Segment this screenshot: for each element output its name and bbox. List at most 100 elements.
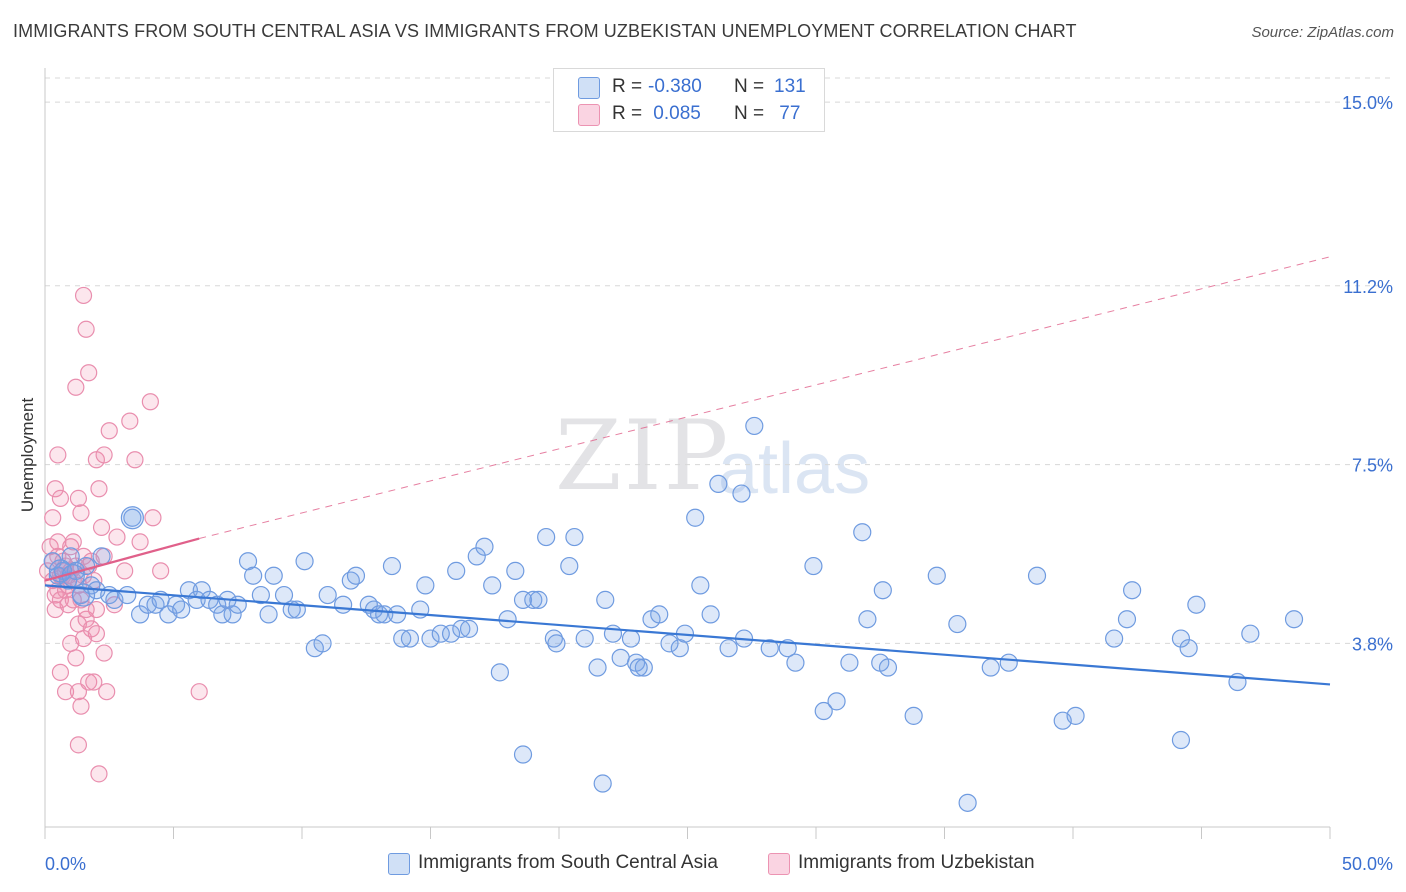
point-uzbekistan <box>49 533 67 551</box>
point-uzbekistan <box>141 393 159 411</box>
point-south-central-asia <box>1027 566 1047 585</box>
point-south-central-asia <box>123 508 142 527</box>
point-south-central-asia <box>760 639 779 658</box>
point-uzbekistan <box>51 489 70 508</box>
point-south-central-asia <box>341 571 360 590</box>
point-uzbekistan <box>126 451 144 469</box>
point-south-central-asia <box>732 484 751 503</box>
point-uzbekistan <box>46 480 64 498</box>
trend-line-south-central-asia <box>44 584 1331 686</box>
legend-r-label: R = <box>612 103 648 124</box>
point-south-central-asia <box>827 692 846 711</box>
point-south-central-asia <box>1171 629 1191 648</box>
point-uzbekistan <box>44 509 62 527</box>
point-south-central-asia <box>346 566 366 585</box>
point-south-central-asia <box>853 523 872 542</box>
point-uzbekistan <box>95 446 113 464</box>
point-uzbekistan <box>152 562 170 580</box>
point-south-central-asia <box>447 561 466 580</box>
point-south-central-asia <box>1187 595 1206 614</box>
point-uzbekistan <box>121 412 139 430</box>
point-south-central-asia <box>537 527 556 547</box>
point-south-central-asia <box>948 614 967 634</box>
y-tick-label: 15.0% <box>1342 93 1393 113</box>
point-uzbekistan <box>72 504 90 522</box>
point-uzbekistan <box>131 533 149 551</box>
point-south-central-asia <box>387 605 407 624</box>
point-uzbekistan <box>69 736 88 754</box>
point-south-central-asia <box>1105 629 1124 648</box>
bottom-legend-label-pink: Immigrants from Uzbekistan <box>798 852 1035 873</box>
point-south-central-asia <box>981 658 1000 677</box>
legend-n-value: 77 <box>774 103 801 124</box>
point-south-central-asia <box>1171 730 1191 750</box>
x-tick-label-max: 50.0% <box>1342 854 1393 874</box>
point-uzbekistan <box>74 629 93 648</box>
trend-lines <box>44 256 1331 686</box>
y-tick-label: 11.2% <box>1343 277 1393 297</box>
point-south-central-asia <box>192 581 211 600</box>
point-south-central-asia <box>1284 610 1304 629</box>
point-south-central-asia <box>130 605 150 624</box>
point-uzbekistan <box>49 446 67 464</box>
point-south-central-asia <box>92 547 111 566</box>
point-south-central-asia-cluster <box>48 559 73 583</box>
point-south-central-asia <box>1179 639 1198 658</box>
point-uzbekistan <box>67 649 85 667</box>
point-uzbekistan <box>92 518 111 537</box>
point-south-central-asia <box>213 605 232 624</box>
point-south-central-asia <box>634 658 653 677</box>
legend-n-value: 131 <box>774 76 806 97</box>
point-south-central-asia <box>999 653 1018 672</box>
point-south-central-asia <box>334 595 353 614</box>
series-uzbekistan-points <box>38 286 208 783</box>
point-south-central-asia <box>745 416 764 436</box>
point-south-central-asia <box>691 576 710 595</box>
axes <box>44 68 1331 839</box>
point-south-central-asia <box>498 610 517 629</box>
point-uzbekistan <box>56 683 75 701</box>
point-south-central-asia <box>686 508 705 527</box>
point-south-central-asia <box>295 552 314 571</box>
point-south-central-asia <box>786 653 805 672</box>
point-south-central-asia <box>382 556 402 576</box>
point-south-central-asia <box>611 648 630 667</box>
point-south-central-asia <box>441 624 461 643</box>
point-south-central-asia <box>840 653 859 672</box>
bottom-legend-swatch-blue <box>388 853 410 875</box>
point-south-central-asia <box>318 585 337 605</box>
point-south-central-asia <box>878 658 898 677</box>
point-south-central-asia <box>524 590 543 609</box>
point-uzbekistan <box>190 683 208 701</box>
point-south-central-asia <box>506 561 525 580</box>
point-south-central-asia <box>475 537 494 556</box>
point-south-central-asia <box>670 639 689 658</box>
point-south-central-asia <box>490 663 509 682</box>
point-uzbekistan <box>87 625 106 643</box>
point-south-central-asia <box>629 658 648 677</box>
point-south-central-asia <box>814 701 833 721</box>
point-south-central-asia <box>873 581 892 600</box>
point-south-central-asia <box>452 619 471 638</box>
source-label: Source: ZipAtlas.com <box>1251 24 1394 41</box>
point-south-central-asia <box>118 585 137 605</box>
point-uzbekistan <box>72 697 90 715</box>
watermark-zip: ZIP <box>555 400 731 512</box>
point-south-central-asia <box>588 658 607 677</box>
point-uzbekistan <box>90 480 108 498</box>
point-uzbekistan <box>59 596 77 614</box>
point-south-central-asia <box>719 639 738 658</box>
point-south-central-asia <box>650 605 669 624</box>
point-uzbekistan <box>77 320 95 338</box>
point-south-central-asia <box>146 595 165 614</box>
point-south-central-asia <box>660 634 679 653</box>
point-south-central-asia <box>1241 624 1260 643</box>
point-uzbekistan <box>67 378 85 396</box>
watermark-atlas: atlas <box>718 429 871 509</box>
point-uzbekistan <box>98 683 116 701</box>
point-south-central-asia <box>223 605 242 624</box>
point-south-central-asia <box>259 605 278 624</box>
point-south-central-asia <box>565 527 584 547</box>
point-south-central-asia <box>467 547 486 566</box>
